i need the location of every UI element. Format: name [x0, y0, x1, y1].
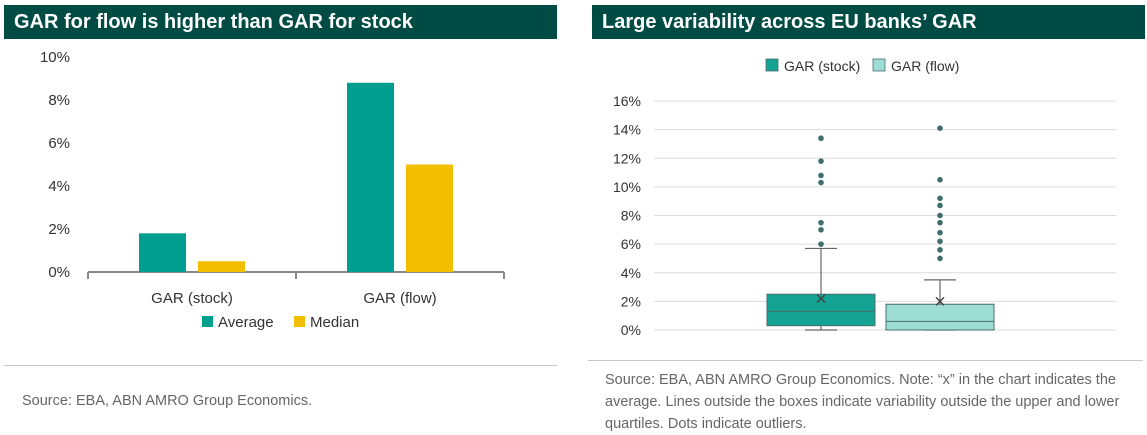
- y-tick-label: 6%: [621, 236, 641, 252]
- y-tick-label: 10%: [40, 49, 70, 66]
- y-tick-label: 14%: [613, 122, 641, 138]
- y-tick-label: 4%: [48, 178, 70, 195]
- left-divider: [4, 365, 557, 366]
- outlier-dot: [937, 176, 943, 183]
- x-category-label: GAR (stock): [151, 290, 233, 307]
- y-tick-label: 4%: [621, 265, 641, 281]
- outlier-dot: [937, 255, 943, 262]
- outlier-dot: [937, 212, 943, 219]
- left-chart-panel: GAR for flow is higher than GAR for stoc…: [0, 0, 557, 435]
- left-chart-title: GAR for flow is higher than GAR for stoc…: [4, 5, 557, 39]
- legend-label-median: Median: [310, 314, 359, 331]
- legend-label-0: GAR (stock): [784, 58, 860, 74]
- legend-swatch-0: [765, 58, 779, 72]
- box-1: [885, 303, 995, 331]
- legend-swatch-average: [202, 316, 213, 327]
- y-tick-label: 0%: [48, 264, 70, 281]
- y-tick-label: 16%: [613, 93, 641, 109]
- outlier-dot: [937, 125, 943, 131]
- outlier-dot: [937, 219, 943, 226]
- y-tick-label: 6%: [48, 135, 70, 152]
- left-source-note: Source: EBA, ABN AMRO Group Economics.: [22, 393, 313, 409]
- bar-average-0: [139, 233, 186, 272]
- legend-swatch-1: [872, 58, 886, 72]
- x-category-label: GAR (flow): [363, 290, 436, 307]
- y-tick-label: 2%: [621, 293, 641, 309]
- outlier-dot: [818, 227, 824, 233]
- y-tick-label: 8%: [48, 92, 70, 109]
- outlier-dot: [937, 229, 943, 236]
- mean-marker: [816, 293, 826, 304]
- y-tick-label: 0%: [621, 322, 641, 338]
- outlier-dot: [818, 179, 824, 186]
- y-tick-label: 8%: [621, 208, 641, 224]
- bar-chart: 0% 2% 4% 6% 8% 10% GAR (stock) GAR (flow) Averag…: [40, 49, 505, 331]
- bar-median-0: [198, 261, 245, 272]
- right-source-note: Source: EBA, ABN AMRO Group Economics. N…: [605, 372, 1120, 432]
- right-chart-panel: Large variability across EU banks’ GAR 0…: [588, 0, 1147, 435]
- right-chart-title: Large variability across EU banks’ GAR: [592, 5, 1145, 39]
- outlier-dot: [937, 202, 943, 209]
- box-plot-chart: 0% 2% 4% 6% 8% 10% 12% 14% 16% GAR (stock) GAR (fl…: [613, 58, 1116, 338]
- outlier-dot: [818, 135, 824, 142]
- right-divider: [588, 360, 1143, 361]
- bar-median-1: [406, 164, 453, 272]
- legend-swatch-median: [294, 316, 305, 327]
- bar-average-1: [347, 82, 394, 272]
- y-tick-label: 12%: [613, 150, 641, 166]
- outlier-dot: [937, 247, 943, 253]
- y-tick-label: 2%: [48, 221, 70, 238]
- outlier-dot: [818, 219, 824, 226]
- outlier-dot: [937, 195, 943, 202]
- outlier-dot: [818, 158, 824, 164]
- outlier-dot: [818, 172, 824, 179]
- legend-label-average: Average: [218, 314, 274, 331]
- outlier-dot: [818, 241, 824, 247]
- y-tick-label: 10%: [613, 179, 641, 195]
- legend-label-1: GAR (flow): [891, 58, 959, 74]
- outlier-dot: [937, 238, 943, 245]
- mean-marker: [935, 296, 945, 306]
